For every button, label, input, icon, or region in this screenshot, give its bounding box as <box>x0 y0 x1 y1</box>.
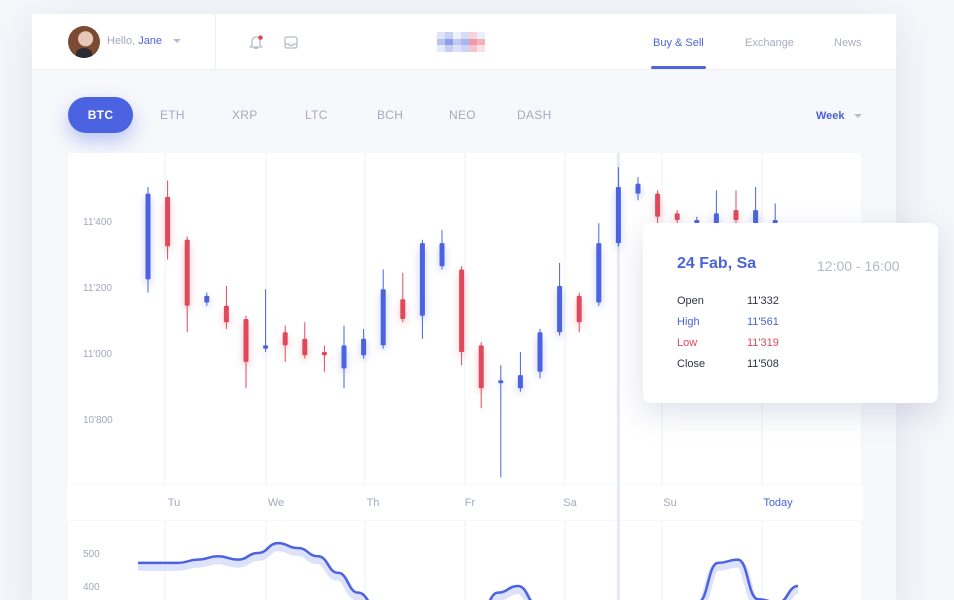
tooltip-low-label: Low <box>677 337 698 349</box>
chevron-down-icon[interactable] <box>854 114 862 118</box>
tooltip-close-label: Close <box>677 358 706 370</box>
tooltip-open-value: 11'332 <box>747 295 779 307</box>
x-axis-band <box>67 485 863 520</box>
user-name: Jane <box>138 35 163 47</box>
nav-exchange[interactable]: Exchange <box>745 37 794 49</box>
tooltip-high-label: High <box>677 316 700 328</box>
candle-tooltip: 24 Fab, Sa 12:00 - 16:00 Open 11'332 Hig… <box>643 223 938 403</box>
nav-active-indicator <box>651 66 706 69</box>
tooltip-low-value: 11'319 <box>747 337 779 349</box>
coin-tab-btc[interactable]: BTC <box>68 97 133 133</box>
avatar[interactable] <box>68 26 100 58</box>
nav-buy-sell[interactable]: Buy & Sell <box>653 37 704 49</box>
bell-icon[interactable] <box>249 35 263 50</box>
notification-dot <box>258 35 263 40</box>
logo[interactable] <box>437 32 493 52</box>
coin-tab-bch[interactable]: BCH <box>377 108 404 122</box>
inbox-icon[interactable] <box>284 36 298 49</box>
tooltip-date: 24 Fab, Sa <box>677 255 757 272</box>
coin-tab-neo[interactable]: NEO <box>449 108 476 122</box>
nav-news[interactable]: News <box>834 37 862 49</box>
period-select[interactable]: Week <box>816 110 845 122</box>
coin-tab-xrp[interactable]: XRP <box>232 108 258 122</box>
divider <box>215 14 216 70</box>
tooltip-close-value: 11'508 <box>747 358 779 370</box>
greeting[interactable]: Hello, Jane <box>107 35 162 47</box>
coin-tab-ltc[interactable]: LTC <box>305 108 328 122</box>
coin-tab-eth[interactable]: ETH <box>160 108 185 122</box>
top-bar: Hello, Jane Buy & Sell Exchange News <box>32 14 896 70</box>
tooltip-open-label: Open <box>677 295 704 307</box>
volume-chart-card <box>67 521 863 600</box>
greeting-text: Hello, <box>107 35 136 47</box>
coin-tab-dash[interactable]: DASH <box>517 108 552 122</box>
chevron-down-icon[interactable] <box>173 39 181 43</box>
tooltip-time: 12:00 - 16:00 <box>817 258 900 274</box>
tooltip-high-value: 11'561 <box>747 316 779 328</box>
